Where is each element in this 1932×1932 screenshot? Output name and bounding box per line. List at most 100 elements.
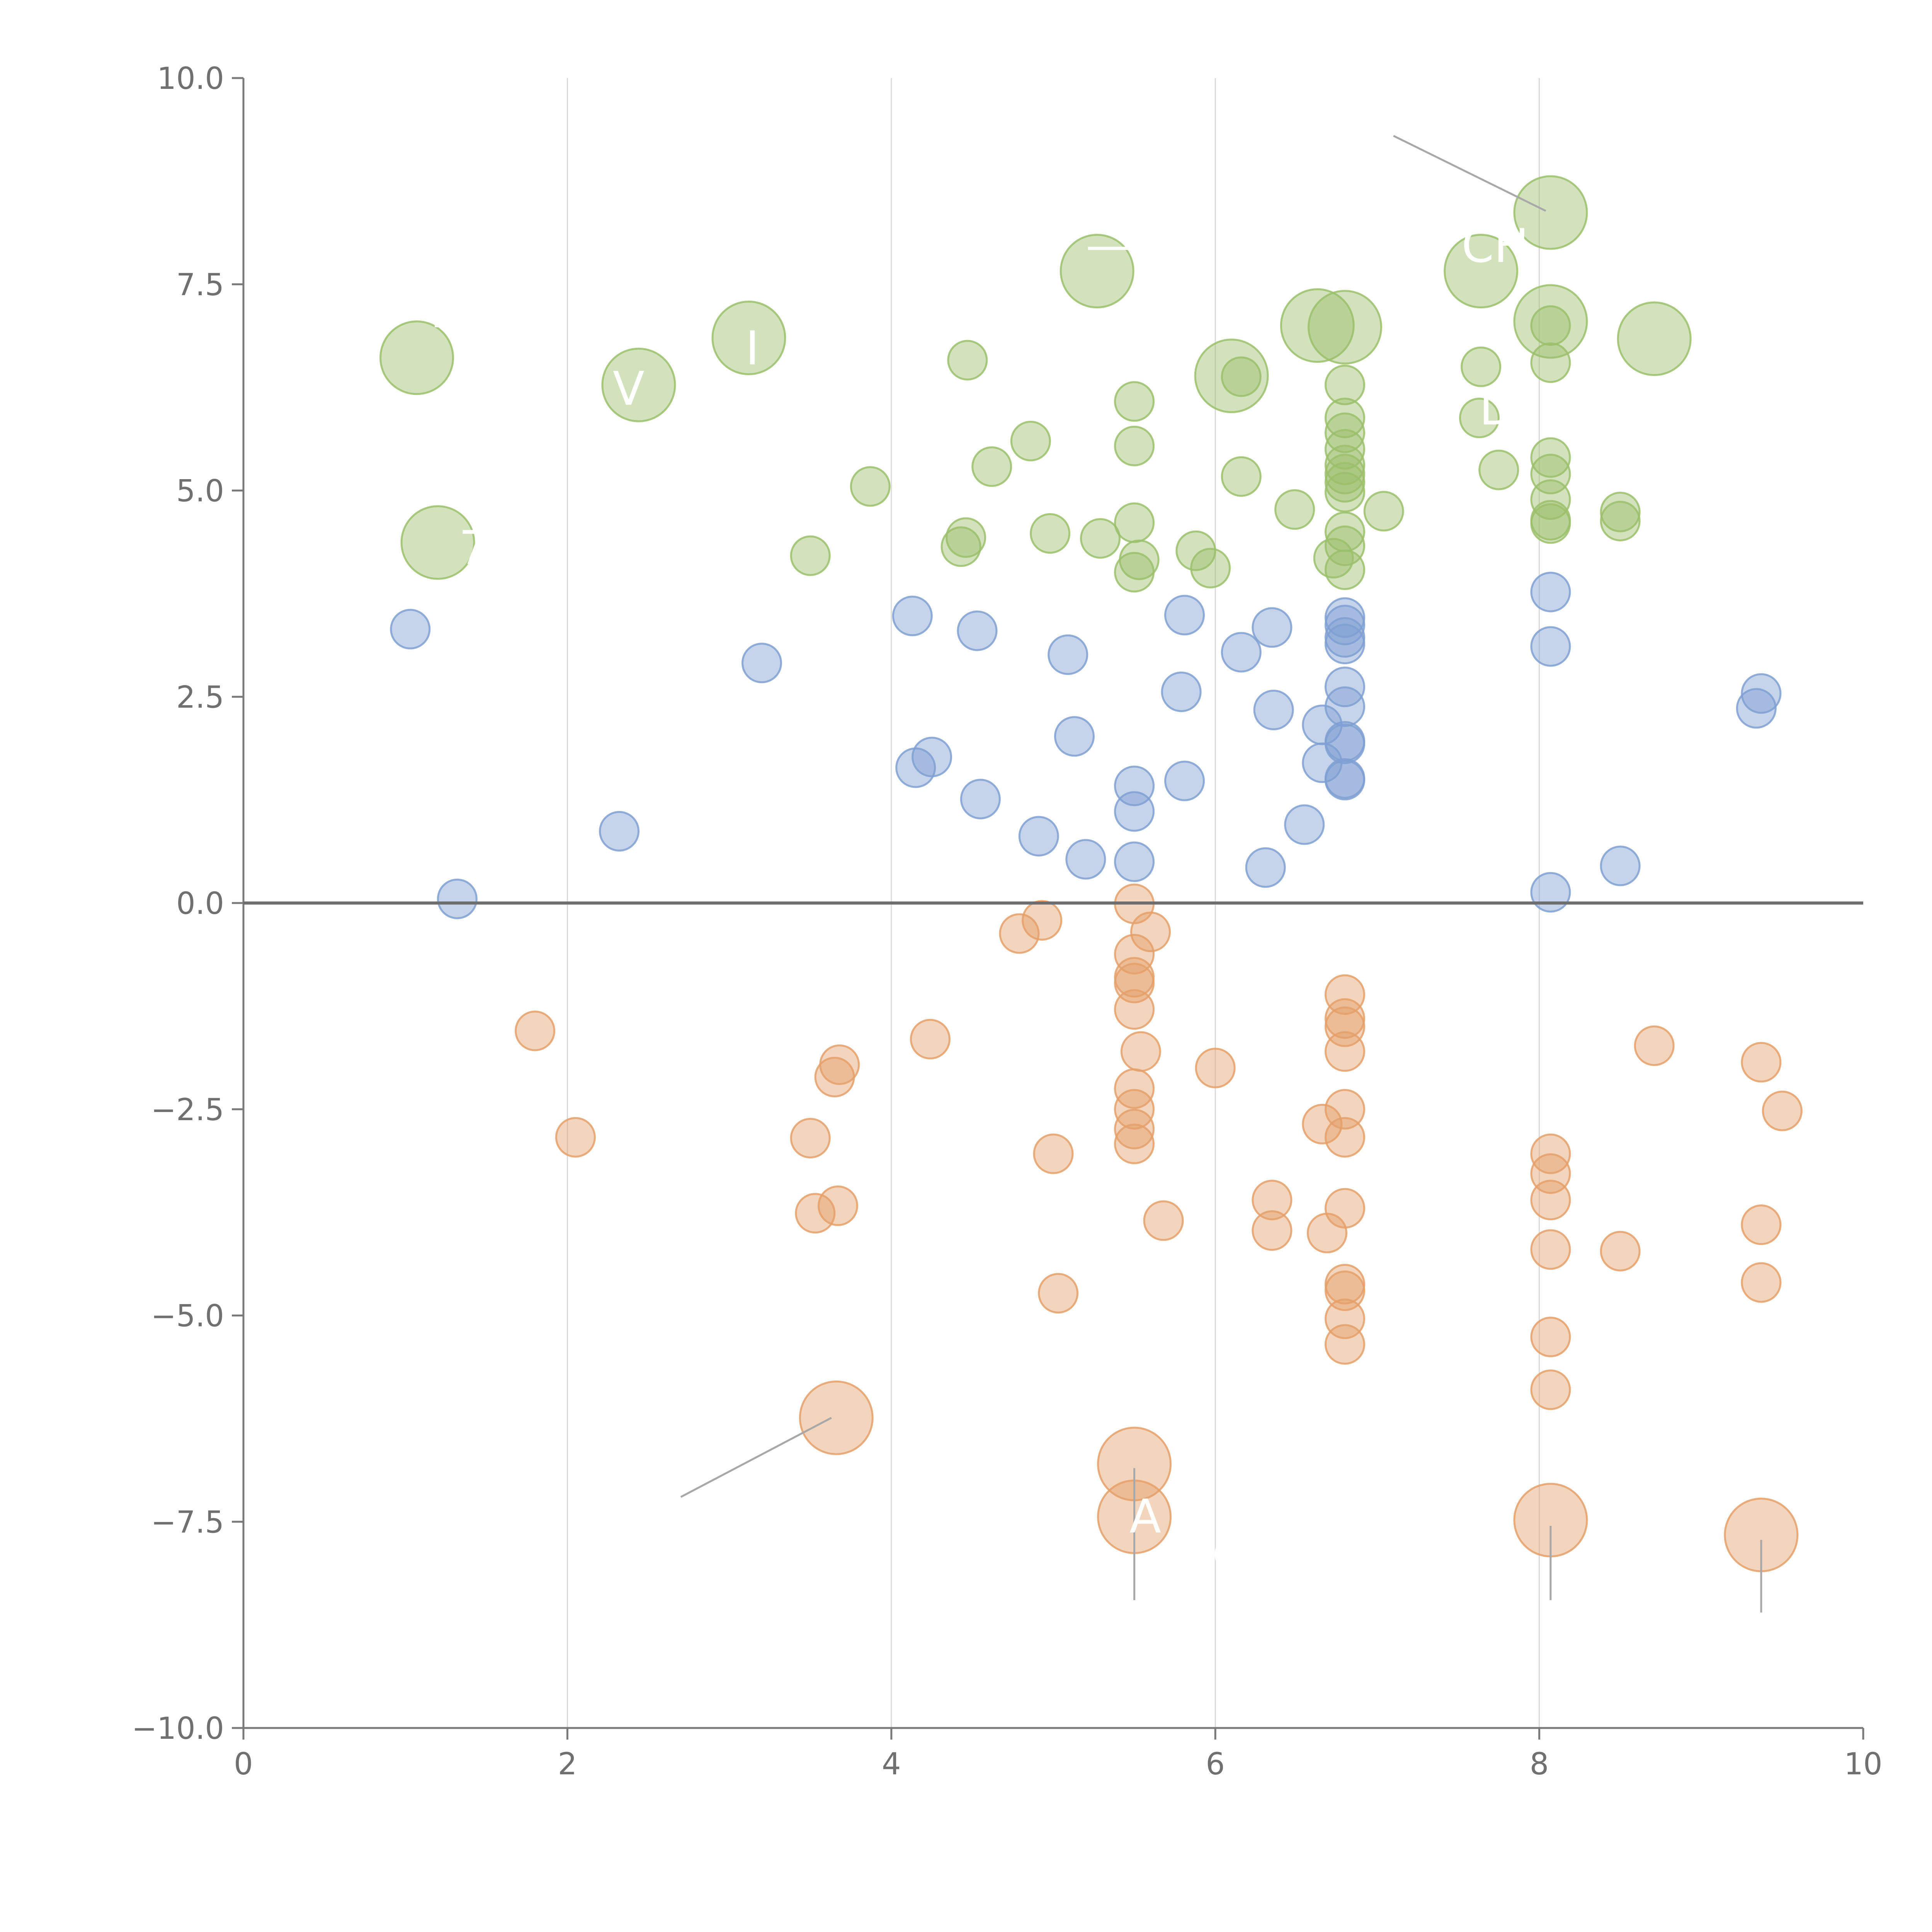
leader-line xyxy=(680,1417,832,1498)
y-tick-label: 2.5 xyxy=(176,680,224,715)
bubble-top xyxy=(1010,420,1051,461)
bubble-top xyxy=(1617,301,1692,376)
annotation-layer: — CH D ≥ V I 7 Ac xyxy=(430,219,1529,1578)
y-tick-label: 7.5 xyxy=(176,268,224,303)
bubble-bottom xyxy=(1530,1316,1571,1357)
x-tick-label: 4 xyxy=(882,1747,901,1782)
bubble-middle xyxy=(1018,816,1059,857)
bubble-top xyxy=(1363,491,1404,532)
y-tick-label: 10.0 xyxy=(157,61,224,96)
bubble-bottom xyxy=(814,1056,855,1097)
bubble-middle xyxy=(1325,723,1366,764)
y-tick-label: −2.5 xyxy=(151,1093,224,1128)
x-tick-label: 10 xyxy=(1844,1747,1882,1782)
bubble-bottom xyxy=(1530,1229,1571,1270)
bubble-top xyxy=(1530,305,1571,346)
bubble-bottom xyxy=(1325,1031,1366,1072)
annotation-label: c xyxy=(1212,1525,1238,1578)
y-tick-label: −5.0 xyxy=(151,1299,224,1334)
annotation-label: I xyxy=(746,322,759,376)
bubble-top xyxy=(601,347,676,422)
annotation-label: D xyxy=(1479,382,1515,436)
bubble-middle xyxy=(1164,760,1205,801)
bubble-middle xyxy=(599,811,640,852)
bubble-bottom xyxy=(1195,1048,1236,1088)
leader-line xyxy=(1393,135,1546,212)
bubble-bottom xyxy=(1634,1025,1675,1066)
bubble-bottom xyxy=(1120,1031,1161,1072)
bubble-top xyxy=(400,505,475,580)
bubble-bottom xyxy=(1325,1006,1366,1047)
bubble-middle xyxy=(1114,791,1155,832)
bubble-middle xyxy=(437,878,478,919)
bubble-middle xyxy=(957,610,998,651)
annotation-label: CH xyxy=(1461,219,1529,273)
bubble-top xyxy=(1325,412,1366,453)
bubble-layer xyxy=(379,175,1803,1572)
bubble-bottom xyxy=(1325,1117,1366,1158)
axes: 10.0 7.5 5.0 2.5 0.0 −2.5 −5.0 −7.5 −10.0 0 2 4 6 8 10 xyxy=(132,61,1883,1782)
bubble-bottom xyxy=(1741,1262,1782,1303)
bubble-top xyxy=(1030,513,1071,554)
bubble-bottom xyxy=(1038,1273,1079,1314)
bubble-middle xyxy=(1114,841,1155,882)
bubble-bottom xyxy=(1325,974,1366,1015)
bubble-middle xyxy=(1600,845,1641,886)
bubble-bottom xyxy=(795,1193,836,1234)
bubble-middle xyxy=(1284,804,1325,845)
bubble-top xyxy=(947,340,988,381)
x-tick-label: 2 xyxy=(558,1747,577,1782)
bubble-top xyxy=(850,466,891,507)
bubble-bottom xyxy=(555,1117,596,1158)
bubble-bottom xyxy=(1530,1369,1571,1410)
bubble-top xyxy=(1313,538,1354,579)
x-tick-label: 6 xyxy=(1206,1747,1225,1782)
bubble-bottom xyxy=(1033,1133,1074,1174)
bubble-top xyxy=(1325,398,1366,439)
bubble-top xyxy=(1060,234,1134,309)
bubble-middle xyxy=(1325,624,1366,665)
bubble-top xyxy=(1530,503,1571,544)
bubble-middle xyxy=(1253,689,1294,730)
bubble-top xyxy=(1325,462,1366,503)
bubble-top xyxy=(1530,479,1571,520)
bubble-top xyxy=(1461,346,1502,387)
bubble-top xyxy=(1325,429,1366,470)
annotation-label: A xyxy=(1129,1490,1161,1544)
bubble-bottom xyxy=(1530,1180,1571,1221)
bubble-middle xyxy=(1325,686,1366,727)
bubble-top xyxy=(1459,398,1500,439)
leader-lines xyxy=(680,135,1762,1613)
x-tick-label: 0 xyxy=(234,1747,253,1782)
bubble-middle xyxy=(1161,671,1202,712)
bubble-top xyxy=(711,301,786,376)
annotation-label: — xyxy=(1086,219,1132,272)
bubble-bottom xyxy=(1022,900,1063,941)
bubble-bottom xyxy=(999,913,1040,954)
bubble-middle xyxy=(892,595,933,636)
bubble-middle xyxy=(1530,571,1571,612)
y-tick-label: −10.0 xyxy=(132,1711,224,1746)
x-tick-label: 8 xyxy=(1530,1747,1549,1782)
bubble-bottom xyxy=(1252,1180,1293,1221)
bubble-bottom xyxy=(1143,1200,1184,1241)
y-tick-label: 0.0 xyxy=(176,886,224,921)
bubble-bottom xyxy=(1325,998,1366,1039)
bubble-bottom xyxy=(1325,1089,1366,1130)
bubble-bottom xyxy=(1252,1210,1293,1251)
bubble-middle xyxy=(1164,595,1205,636)
bubble-top xyxy=(379,320,454,395)
bubble-top xyxy=(1114,381,1155,422)
bubble-top xyxy=(1530,342,1571,383)
bubble-top xyxy=(1221,356,1262,397)
y-tick-label: −7.5 xyxy=(151,1505,224,1540)
bubble-bottom xyxy=(1114,1109,1155,1150)
bubble-middle xyxy=(960,779,1001,820)
bubble-top xyxy=(1325,454,1366,495)
bubble-middle xyxy=(741,643,782,684)
bubble-top xyxy=(1274,489,1315,530)
bubble-middle xyxy=(1530,626,1571,667)
bubble-middle xyxy=(1325,760,1366,801)
bubble-top xyxy=(1444,234,1519,309)
